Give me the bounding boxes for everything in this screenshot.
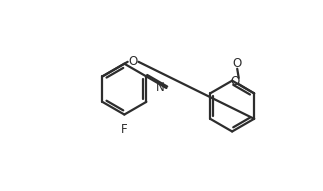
Text: O: O <box>129 55 138 68</box>
Text: O: O <box>233 57 242 70</box>
Text: F: F <box>121 123 128 136</box>
Text: N: N <box>156 81 164 94</box>
Text: O: O <box>230 74 240 87</box>
